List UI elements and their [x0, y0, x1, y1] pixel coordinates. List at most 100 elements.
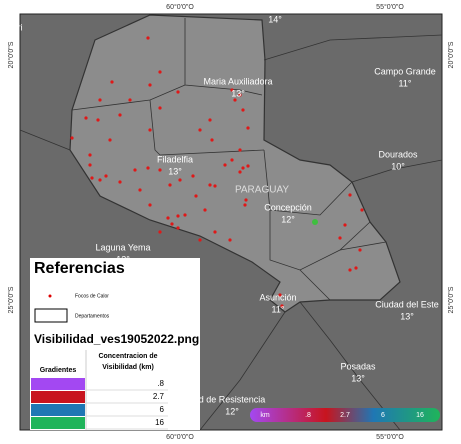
country-shape [69, 14, 401, 313]
visibility-value: 16 [155, 418, 164, 427]
fire-point [228, 238, 232, 242]
axis-label: 20°0'0"S [447, 41, 455, 68]
place-name: Campo Grande [374, 66, 436, 76]
fire-point [178, 178, 182, 182]
table-header: Concentracion de Visibilidad (km) [98, 353, 158, 371]
fire-point [176, 214, 180, 218]
place-name: Laguna Yema [95, 242, 150, 252]
fire-point [146, 36, 150, 40]
axis-label: 25°0'0"S [7, 286, 15, 313]
fire-point [183, 213, 187, 217]
fire-point [104, 174, 108, 178]
fire-point [244, 198, 248, 202]
fire-point [238, 93, 242, 97]
fire-point [98, 178, 102, 182]
fire-point [210, 138, 214, 142]
visibility-value: 2.7 [153, 392, 165, 401]
axis-label: 60°0'0"O [166, 433, 194, 441]
fire-point [241, 166, 245, 170]
fire-point [238, 148, 242, 152]
fire-point [354, 266, 358, 270]
fire-point [158, 168, 162, 172]
colorbar-label: 2.7 [340, 412, 350, 419]
table-header-box: Concentracion de Visibilidad (km) [98, 353, 158, 371]
fire-point [241, 108, 245, 112]
fire-point [108, 138, 112, 142]
fire-point [146, 166, 150, 170]
colorbar-label: 6 [381, 412, 385, 419]
colorbar-label: .8 [305, 412, 311, 419]
place-temp: 12° [281, 214, 295, 224]
place-name: Ciudad del Este [375, 299, 439, 309]
place-name: miri [8, 22, 23, 32]
fire-point [98, 98, 102, 102]
place-name: Posadas [340, 361, 376, 371]
fire-point [70, 136, 74, 140]
fire-point [280, 304, 284, 308]
fire-point [208, 183, 212, 187]
country-label: PARAGUAY [235, 185, 289, 196]
fire-point [166, 216, 170, 220]
fire-point [348, 193, 352, 197]
department-lines [19, 18, 443, 431]
fire-point [118, 180, 122, 184]
fire-points [70, 36, 364, 308]
fire-point [348, 268, 352, 272]
place-name: Maria Auxiliadora [203, 76, 272, 86]
fire-point [230, 158, 234, 162]
fire-point [133, 168, 137, 172]
fire-point [233, 98, 237, 102]
fire-point [358, 248, 362, 252]
fire-point [176, 90, 180, 94]
fire-point [138, 188, 142, 192]
place-labels: miri 2° 14° Campo Grande 11° Maria Auxiliador… [8, 14, 439, 416]
place-temp: 12° [225, 406, 239, 416]
colorbar-label: 16 [416, 412, 424, 419]
fire-point [198, 238, 202, 242]
fire-point [213, 230, 217, 234]
place-temp: 11° [272, 304, 285, 314]
fire-point [84, 116, 88, 120]
fire-point [360, 208, 364, 212]
place-name: d de Resistencia [199, 394, 266, 404]
layer-name: Visibilidad_ves19052022.png [34, 332, 199, 346]
fire-point [158, 106, 162, 110]
axis-label: 55°0'0"O [376, 3, 404, 11]
fire-point [170, 222, 174, 226]
fire-point [243, 203, 247, 207]
fire-point [128, 98, 132, 102]
fire-point [198, 128, 202, 132]
fire-point [176, 226, 180, 230]
fire-point [148, 128, 152, 132]
colorbar-labels: .8 2.7 6 16 [305, 412, 424, 419]
legend-item: Departamentos [75, 313, 110, 319]
fire-point [246, 164, 250, 168]
axis-label: 55°0'0"O [376, 433, 404, 441]
fire-point [278, 293, 282, 297]
place-name: Asunción [259, 292, 296, 302]
station-marker [312, 219, 318, 225]
fire-point [208, 118, 212, 122]
place-name: Concepción [264, 202, 312, 212]
fire-point [88, 153, 92, 157]
place-temp: 13° [231, 88, 245, 98]
colorbar-unit: km [260, 412, 270, 419]
fire-point [148, 83, 152, 87]
fire-point [238, 170, 242, 174]
place-temp: 10° [391, 161, 405, 171]
fire-point [158, 230, 162, 234]
fire-point [88, 163, 92, 167]
fire-point [213, 184, 217, 188]
fire-point [230, 88, 234, 92]
fire-point [168, 183, 172, 187]
place-temp: 13° [400, 311, 414, 321]
fire-point [343, 223, 347, 227]
visibility-value: 6 [160, 405, 165, 414]
place-temp: 13° [351, 373, 365, 383]
fire-point [158, 70, 162, 74]
fire-point [223, 163, 227, 167]
legend-symbol [48, 294, 52, 298]
legend-symbol [34, 308, 68, 323]
